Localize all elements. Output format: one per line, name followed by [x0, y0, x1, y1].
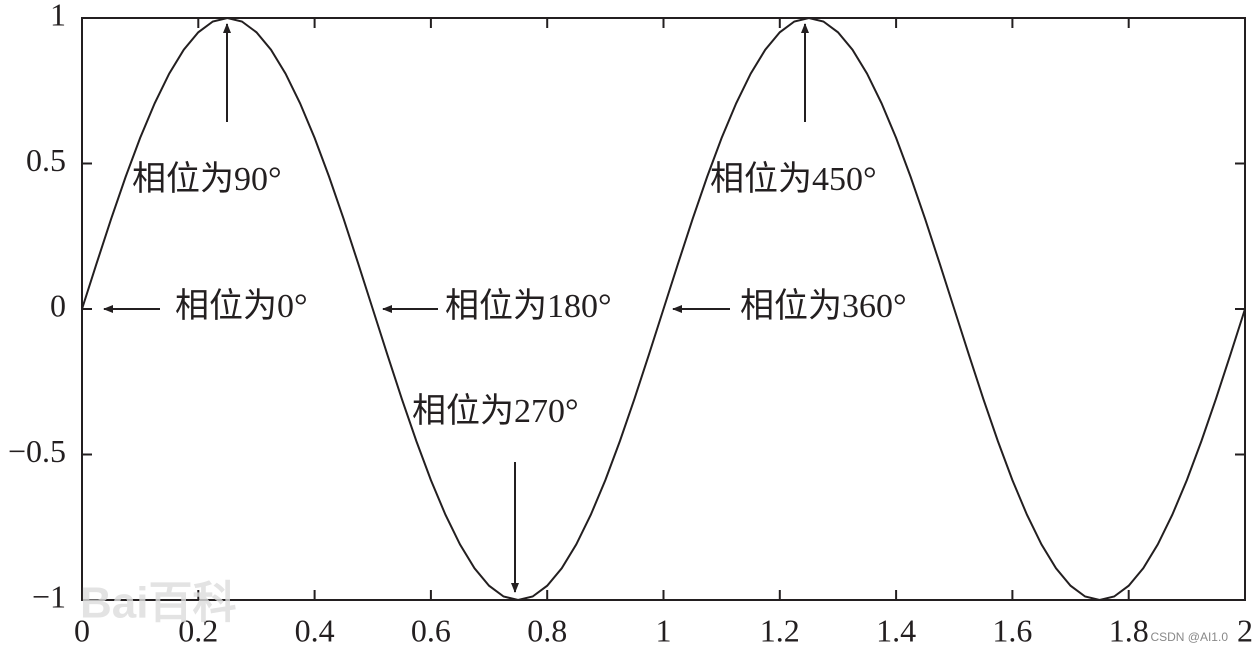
y-tick-label: −0.5 — [8, 433, 66, 469]
watermark: Bai百科 — [80, 579, 236, 628]
data-line — [81, 16, 1246, 602]
y-tick-label: 0 — [50, 287, 66, 323]
x-tick-label: 2 — [1237, 612, 1253, 648]
x-tick-label: 1.2 — [760, 612, 800, 648]
annotation: 相位为90° — [132, 160, 282, 198]
x-tick-label: 0.8 — [527, 612, 567, 648]
annotation: 相位为180° — [445, 287, 612, 325]
annotation: 相位为270° — [412, 392, 579, 430]
x-tick-label: 0.2 — [178, 612, 218, 648]
annotation: 相位为450° — [710, 160, 877, 198]
x-tick-label: 0.4 — [295, 612, 335, 648]
x-tick-label: 1 — [656, 612, 672, 648]
x-tick-label: 1.8 — [1109, 612, 1149, 648]
x-tick-label: 0 — [74, 612, 90, 648]
y-tick-label: 1 — [50, 0, 66, 32]
watermark: CSDN @AI1.0 — [1150, 630, 1228, 644]
x-tick-label: 1.4 — [876, 612, 916, 648]
x-tick-label: 1.6 — [992, 612, 1032, 648]
y-tick-label: −1 — [32, 578, 66, 614]
x-tick-label: 0.6 — [411, 612, 451, 648]
annotation: 相位为360° — [740, 287, 907, 325]
annotation: 相位为0° — [175, 287, 308, 325]
y-tick-label: 0.5 — [26, 142, 66, 178]
